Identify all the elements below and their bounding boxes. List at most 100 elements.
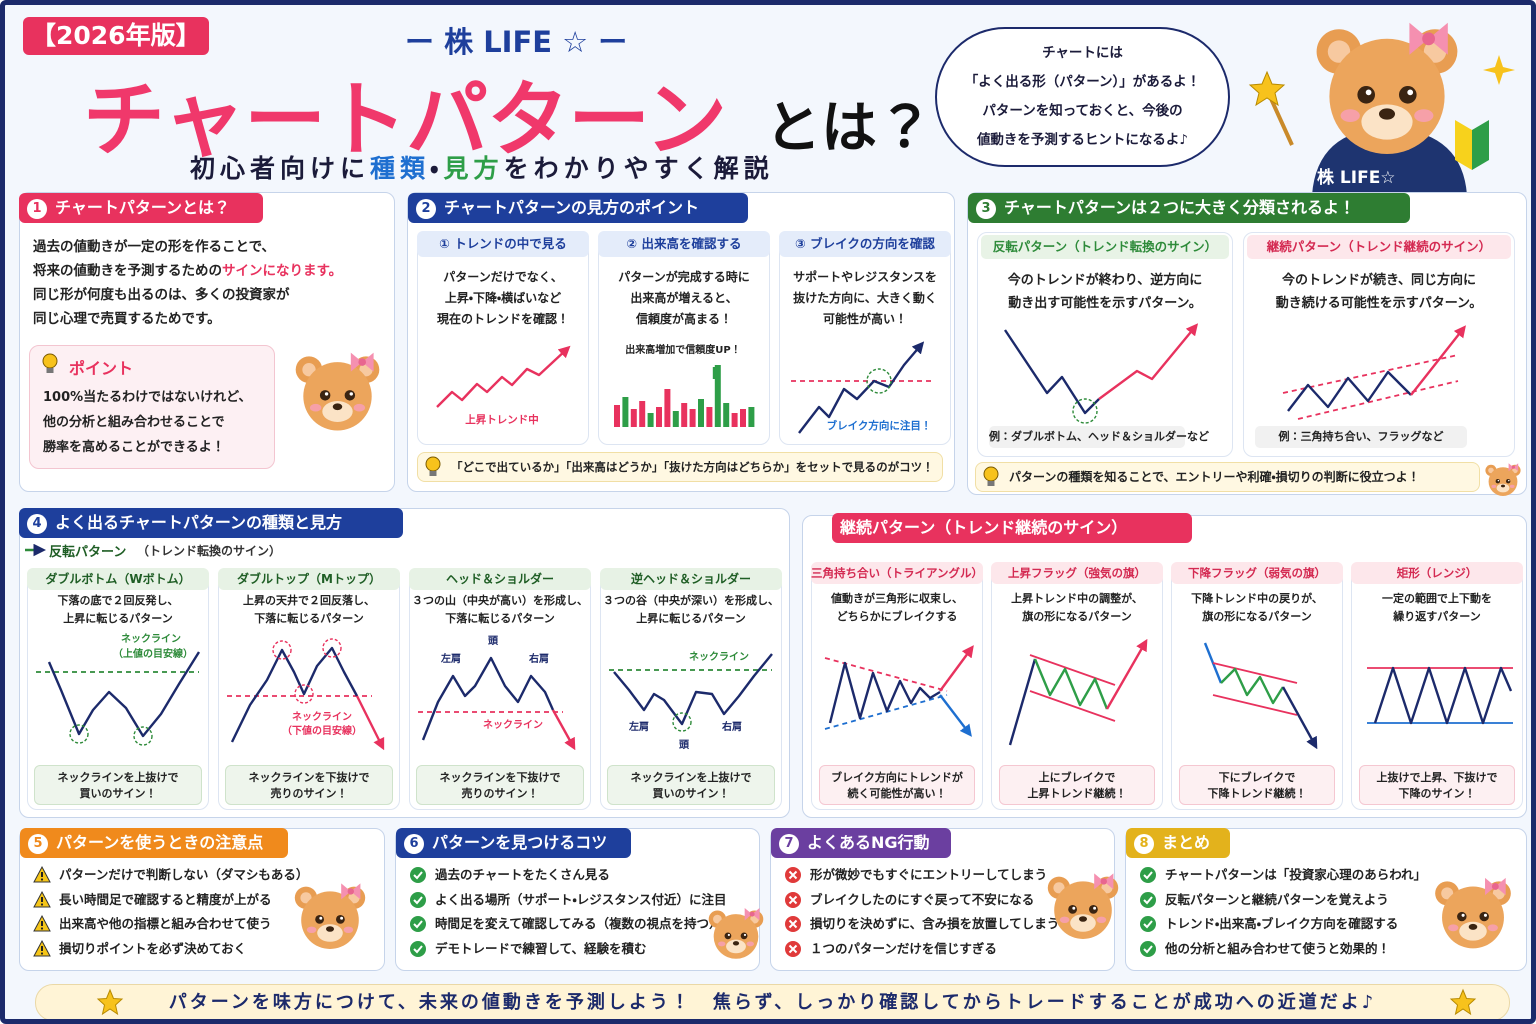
- brand: ー 株 LIFE ☆ ー: [405, 25, 628, 59]
- bulb-icon: [983, 466, 999, 486]
- section-heading: 2 チャートパターンの見方のポイント: [408, 193, 748, 223]
- chart-line: [355, 695, 385, 751]
- chart-line: [1410, 325, 1466, 396]
- tick: [1143, 920, 1153, 929]
- disc: [1140, 891, 1156, 908]
- section-box: [417, 452, 943, 482]
- card-text: 上昇に転じるパターン: [636, 612, 746, 625]
- tick: [413, 920, 423, 929]
- mini-chart: ブレイク方向に注目！: [791, 341, 934, 434]
- x: [788, 870, 798, 880]
- chart-label: 頭: [679, 739, 690, 751]
- subtitle-keyword: 見方: [443, 154, 504, 183]
- list-item: 損切りポイントを必ず決めておく: [59, 940, 247, 956]
- volume-bar: [714, 365, 721, 427]
- point-text: 勝率を高めることができるよ！: [43, 440, 225, 455]
- section-heading: 3 チャートパターンは２つに大きく分類されるよ！: [968, 193, 1410, 223]
- chart-label: 左肩: [440, 652, 461, 665]
- warning-icon: [33, 939, 51, 956]
- disc: [410, 891, 426, 908]
- beginner-mark-green: [1472, 120, 1489, 170]
- check-icon: [410, 916, 426, 932]
- highlight-circle: [272, 640, 292, 660]
- example-pill: 例：ダブルボトム、ヘッド＆ショルダーなど: [989, 426, 1209, 448]
- subtitle-part: ・: [430, 154, 444, 183]
- bubble-line: チャートには: [1042, 45, 1123, 61]
- star: [1449, 988, 1477, 1016]
- section-title: チャートパターンとは？: [55, 198, 231, 217]
- card-title: ヘッド＆ショルダー: [409, 568, 591, 590]
- pattern-chart: ネックライン（下値の目安線）: [227, 638, 385, 751]
- pattern-chart: [1203, 642, 1318, 750]
- volume-bar: [664, 389, 671, 427]
- list-item: デモトレードで練習して、経験を積む: [435, 940, 647, 956]
- bulb-icon: [425, 456, 441, 476]
- star-icon: [96, 988, 124, 1016]
- check-icon: [1140, 867, 1156, 883]
- guide-line: [1212, 662, 1298, 684]
- chart-line: [230, 646, 359, 743]
- highlight-circle: [866, 368, 892, 394]
- chart-label: （下値の目安線）: [282, 724, 362, 737]
- section-title: チャートパターンは２つに大きく分類されるよ！: [1004, 198, 1356, 217]
- check-icon: [410, 891, 426, 908]
- guide-line: [1282, 354, 1459, 394]
- tick: [413, 944, 423, 953]
- point-text: 他の分析と組み合わせることで: [43, 415, 225, 430]
- column-text: サポートやレジスタンスを: [793, 270, 937, 284]
- chart-line: [613, 653, 773, 726]
- card-heading: 反転パターン（トレンド転換のサイン）: [981, 235, 1229, 259]
- list-item: 過去のチャートをたくさん見る: [435, 867, 610, 882]
- card-text: 繰り返すパターン: [1393, 610, 1481, 623]
- result-line: ブレイク方向にトレンドが: [831, 771, 963, 784]
- cross-icon: [785, 916, 801, 932]
- card-title: ダブルトップ（Mトップ）: [218, 568, 400, 590]
- body-text: 同じ心理で売買するためです。: [33, 311, 221, 327]
- x: [788, 944, 798, 953]
- cross-icon: [785, 867, 801, 883]
- disc: [410, 867, 426, 883]
- card-text: 今のトレンドが続き、同じ方向に: [1281, 273, 1477, 288]
- warning-icon: [33, 890, 51, 907]
- speech-bubble: チャートには 「よく出る形（パターン）」があるよ！ パターンを知っておくと、今後…: [935, 27, 1230, 167]
- chart-line: [551, 709, 576, 751]
- section-number: 5: [28, 834, 48, 854]
- card-text: 下降トレンド中の戻りが、: [1191, 592, 1323, 605]
- pattern-chart: [824, 645, 974, 737]
- result-line: ネックラインを下抜けで: [248, 771, 370, 784]
- check-icon: [1140, 916, 1156, 932]
- volume-bar: [706, 407, 713, 427]
- body-text: 同じ形が何度も出るのは、多くの投資家が: [33, 287, 290, 303]
- card-text: ３つの山（中央が高い）を形成し、: [412, 594, 588, 607]
- card-text: 値動きが三角形に収束し、: [831, 592, 963, 605]
- chart-label: 右肩: [528, 652, 549, 665]
- column-text: 上昇・下降・横ばいなど: [444, 291, 562, 305]
- volume-bar: [689, 409, 696, 427]
- chart-line: [1287, 370, 1412, 412]
- volume-bar: [622, 397, 629, 427]
- chart-label: 左肩: [628, 720, 649, 733]
- bulb: [425, 456, 441, 472]
- list-item: よく出る場所（サポート・レジスタンス付近）に注目: [435, 891, 727, 907]
- card-text: 上昇トレンド中の調整が、: [1011, 592, 1143, 605]
- section-title: まとめ: [1162, 833, 1211, 852]
- chart-label: 右肩: [721, 720, 742, 733]
- tick: [413, 871, 423, 880]
- result-line: 上抜けで上昇、下抜けで: [1376, 771, 1498, 784]
- chart-line: [1105, 638, 1148, 710]
- highlight-circle: [133, 726, 153, 746]
- result-line: 売りのサイン！: [461, 787, 539, 800]
- mascot-bear: [1485, 463, 1521, 496]
- chart-label: ネックライン: [689, 651, 749, 663]
- section-title: チャートパターンの見方のポイント: [444, 198, 700, 217]
- bear-figure: [294, 883, 366, 949]
- volume-bar: [639, 401, 646, 427]
- chart-label: （上値の目安線）: [113, 647, 193, 660]
- check-icon: [410, 940, 426, 957]
- column-heading: ① トレンドの中で見る: [417, 231, 589, 257]
- check-icon: [1140, 891, 1156, 908]
- title-suffix: とは？: [765, 96, 933, 161]
- chart-label: ネックライン: [121, 633, 181, 645]
- bear-figure: [1316, 22, 1458, 154]
